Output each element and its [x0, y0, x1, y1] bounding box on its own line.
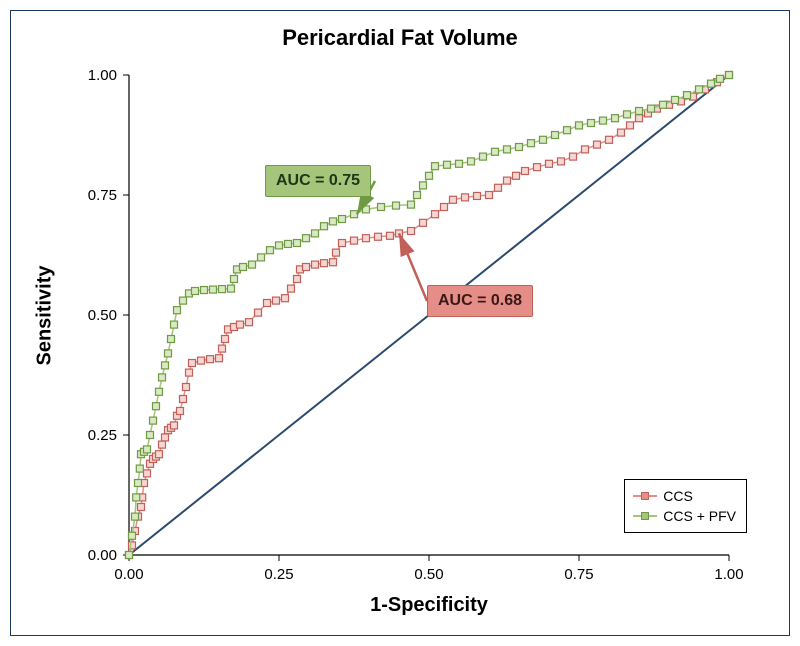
y-axis-label: Sensitivity: [34, 265, 57, 365]
svg-text:0.00: 0.00: [88, 547, 117, 564]
auc-callout: AUC = 0.68: [427, 285, 533, 317]
legend-label: CCS: [663, 486, 693, 506]
svg-text:1.00: 1.00: [714, 566, 743, 583]
svg-text:0.00: 0.00: [114, 566, 143, 583]
auc-callout: AUC = 0.75: [265, 165, 371, 197]
svg-text:0.25: 0.25: [264, 566, 293, 583]
chart-frame: Pericardial Fat Volume Sensitivity 0.00 0…: [0, 0, 800, 646]
legend-item: CCS + PFV: [633, 506, 736, 526]
legend: CCSCCS + PFV: [624, 479, 747, 533]
x-axis-label: 1-Specificity: [129, 594, 729, 617]
y-axis-label-wrap: Sensitivity: [33, 75, 57, 555]
svg-text:1.00: 1.00: [88, 67, 117, 84]
chart-title: Pericardial Fat Volume: [11, 25, 789, 51]
svg-text:0.50: 0.50: [88, 307, 117, 324]
svg-text:0.50: 0.50: [414, 566, 443, 583]
legend-item: CCS: [633, 486, 736, 506]
svg-text:0.25: 0.25: [88, 427, 117, 444]
svg-text:0.75: 0.75: [564, 566, 593, 583]
svg-text:0.75: 0.75: [88, 187, 117, 204]
legend-label: CCS + PFV: [663, 506, 736, 526]
chart-inner: Pericardial Fat Volume Sensitivity 0.00 0…: [10, 10, 790, 636]
